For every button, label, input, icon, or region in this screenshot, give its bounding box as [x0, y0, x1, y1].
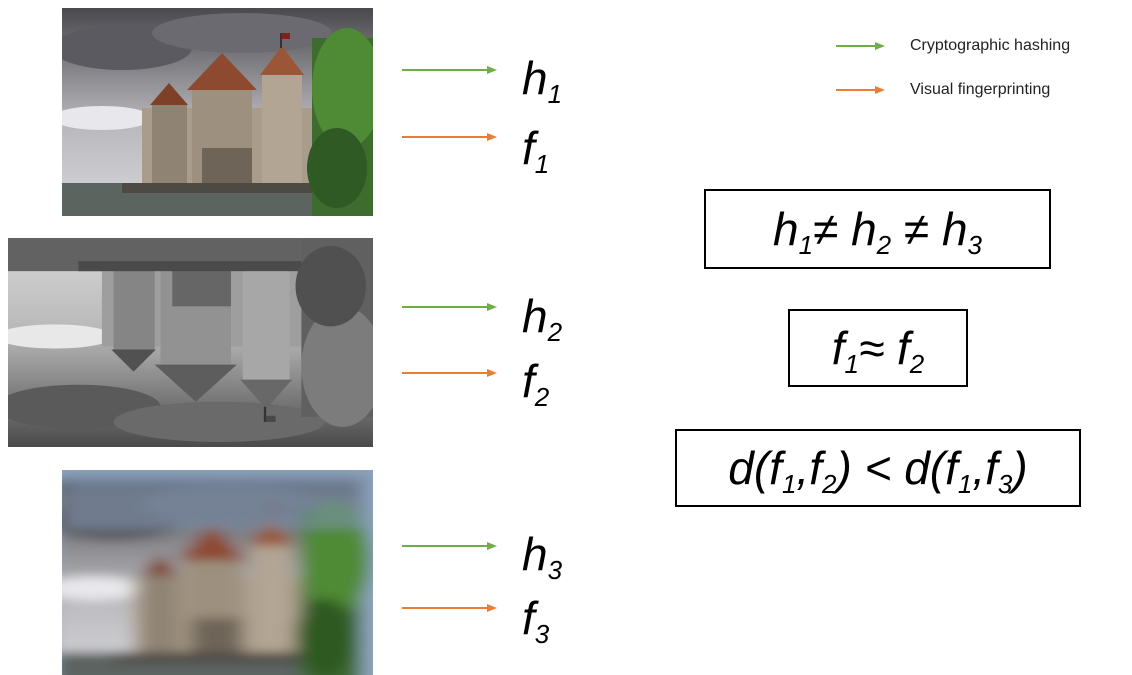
label-main: ≈ f [859, 322, 914, 374]
photo-flipped-gray [8, 238, 373, 447]
equation-box [704, 189, 1051, 269]
legend-label: Cryptographic hashing [910, 37, 1070, 54]
arrow-head [487, 303, 497, 311]
equation-box [675, 429, 1081, 507]
photo-blurred [62, 470, 373, 675]
arrow-head [875, 42, 885, 50]
math-label: f1 [522, 122, 549, 179]
label-subscript: 2 [821, 469, 837, 499]
arrow-head [487, 604, 497, 612]
label-main: ,f [972, 442, 1002, 494]
arrow-head [875, 86, 885, 94]
arrow-head [487, 369, 497, 377]
math-label: f2 [522, 355, 550, 412]
label-main: ,f [796, 442, 826, 494]
label-subscript: 1 [535, 149, 549, 179]
label-subscript: 1 [958, 469, 972, 499]
label-main: f [832, 322, 849, 374]
math-label: f3 [522, 592, 550, 649]
math-label: d(f1,f2) < d(f1,f3) [728, 442, 1027, 499]
label-subscript: 3 [968, 230, 983, 260]
label-main: f [522, 122, 539, 174]
label-main: ) [1007, 442, 1027, 494]
label-subscript: 1 [782, 469, 796, 499]
label-main: h [773, 203, 799, 255]
arrow-head [487, 133, 497, 141]
label-main: h [522, 290, 548, 342]
label-subscript: 3 [548, 555, 563, 585]
label-subscript: 1 [548, 79, 562, 109]
label-subscript: 1 [845, 349, 859, 379]
castle-image [62, 8, 373, 216]
label-subscript: 1 [799, 230, 813, 260]
photo-original [62, 8, 373, 216]
arrow-head [487, 542, 497, 550]
equation-box [788, 309, 968, 387]
legend-label: Visual fingerprinting [910, 81, 1050, 98]
label-main: ≠ h [813, 203, 877, 255]
label-main: h [522, 52, 548, 104]
label-subscript: 2 [547, 317, 563, 347]
label-main: d(f [728, 442, 786, 494]
label-subscript: 2 [876, 230, 892, 260]
math-label: h1≠ h2 ≠ h3 [773, 203, 983, 260]
arrow-head [487, 66, 497, 74]
label-subscript: 3 [535, 619, 550, 649]
label-subscript: 2 [909, 349, 925, 379]
label-main: h [522, 528, 548, 580]
label-main: f [522, 592, 539, 644]
label-subscript: 2 [534, 382, 550, 412]
label-main: ≠ h [891, 203, 967, 255]
castle-image [8, 238, 373, 447]
label-main: f [522, 355, 539, 407]
math-label: f1≈ f2 [832, 322, 925, 379]
math-label: h2 [522, 290, 563, 347]
label-main: ) < d(f [831, 442, 962, 494]
label-subscript: 3 [998, 469, 1013, 499]
math-label: h3 [522, 528, 563, 585]
math-label: h1 [522, 52, 562, 109]
